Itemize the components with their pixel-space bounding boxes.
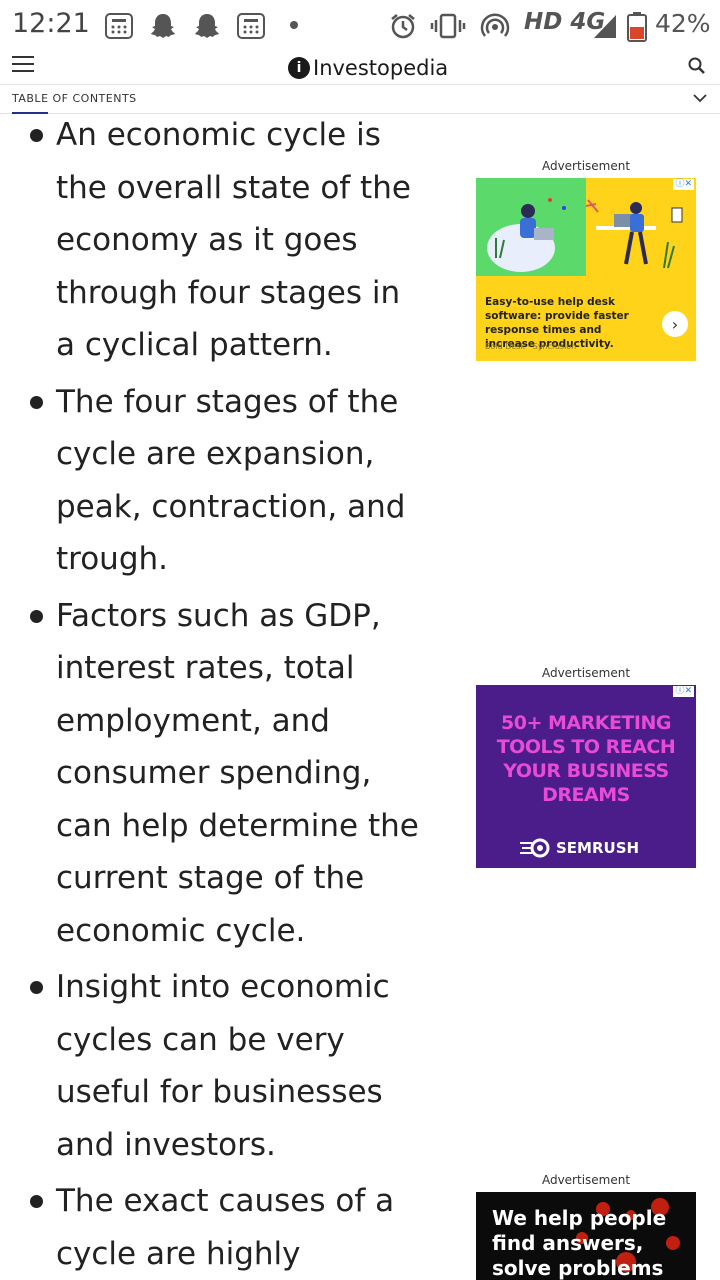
list-item: Factors such as GDP, interest rates, tot… <box>0 590 426 958</box>
semrush-brand: SEMRUSH <box>520 838 639 858</box>
ad-decoration-dot <box>596 1202 610 1216</box>
site-header: i Investopedia <box>0 50 720 85</box>
advertisement-label: Advertisement <box>541 666 631 680</box>
toc-progress-indicator <box>12 112 48 114</box>
table-of-contents-bar[interactable]: TABLE OF CONTENTS <box>0 85 720 114</box>
hamburger-menu-icon[interactable] <box>12 56 34 74</box>
chevron-down-icon[interactable] <box>692 91 708 105</box>
list-item: An economic cycle is the overall state o… <box>0 113 426 372</box>
ad-headline: 50+ MARKETING TOOLS TO REACH YOUR BUSINE… <box>496 712 676 806</box>
calculator-notification-icon <box>105 13 133 39</box>
ad-decoration-dot <box>666 1236 680 1250</box>
ad-text: Easy-to-use help desk software: provide … <box>485 296 629 350</box>
network-type: HD 4G <box>524 9 606 35</box>
ad-decoration-dot <box>626 1210 636 1220</box>
ad-text: We help people find answers, solve probl… <box>492 1206 667 1280</box>
bullet-icon <box>30 1195 43 1208</box>
ad-illustration-right <box>575 178 696 276</box>
battery-percent: 42% <box>655 9 711 38</box>
battery-icon <box>627 12 647 42</box>
bullet-icon <box>30 981 43 994</box>
snapchat-notification-icon-2 <box>195 14 219 38</box>
bullet-icon <box>30 395 43 409</box>
semrush-logo-icon <box>520 838 550 858</box>
bullet-icon <box>30 129 43 142</box>
hotspot-icon <box>480 13 510 37</box>
ad-quora[interactable]: We help people find answers, solve probl… <box>476 1192 696 1280</box>
bullet-icon <box>30 609 43 623</box>
toc-label: TABLE OF CONTENTS <box>12 92 137 105</box>
list-item: The four stages of the cycle are expansi… <box>0 376 426 586</box>
ad-decoration-dot <box>576 1232 588 1244</box>
logo-text: Investopedia <box>313 56 449 80</box>
clock: 12:21 <box>12 8 90 39</box>
key-points-list: An economic cycle is the overall state o… <box>0 113 426 1280</box>
more-notifications-dot-icon <box>290 21 298 29</box>
investopedia-logo[interactable]: i Investopedia <box>288 54 448 82</box>
person-on-beanbag-illustration-icon <box>487 198 566 272</box>
ad-semrush[interactable]: ⓘ✕ 50+ MARKETING TOOLS TO REACH YOUR BUS… <box>476 685 696 868</box>
list-item: Insight into economic cycles can be very… <box>0 961 426 1171</box>
search-icon[interactable] <box>688 57 706 75</box>
snapchat-notification-icon <box>151 14 175 38</box>
ad-helpdesk[interactable]: ⓘ✕ Easy-to-use help desk software: provi… <box>476 178 696 361</box>
person-at-desk-illustration-icon <box>575 199 683 269</box>
ad-illustration-left <box>476 178 586 276</box>
advertisement-label: Advertisement <box>541 159 631 173</box>
advertisement-label: Advertisement <box>541 1173 631 1187</box>
calculator-notification-icon-2 <box>237 13 265 39</box>
adchoices-icon[interactable]: ⓘ✕ <box>673 686 694 697</box>
article-content: An economic cycle is the overall state o… <box>0 113 460 1280</box>
ad-source: Bold Desk · Syncfusion <box>485 342 577 351</box>
ad-decoration-dot <box>651 1198 669 1216</box>
alarm-icon <box>391 14 415 39</box>
ad-arrow-button[interactable]: › <box>662 311 688 337</box>
adchoices-icon[interactable]: ⓘ✕ <box>673 179 694 190</box>
status-bar: 12:21 HD 4G 42% <box>0 0 720 50</box>
list-item: The exact causes of a cycle are highly d… <box>0 1175 426 1280</box>
ad-decoration-dot <box>616 1252 636 1272</box>
logo-mark-icon: i <box>288 57 310 79</box>
signal-icon <box>594 15 616 38</box>
vibrate-icon <box>430 13 466 39</box>
